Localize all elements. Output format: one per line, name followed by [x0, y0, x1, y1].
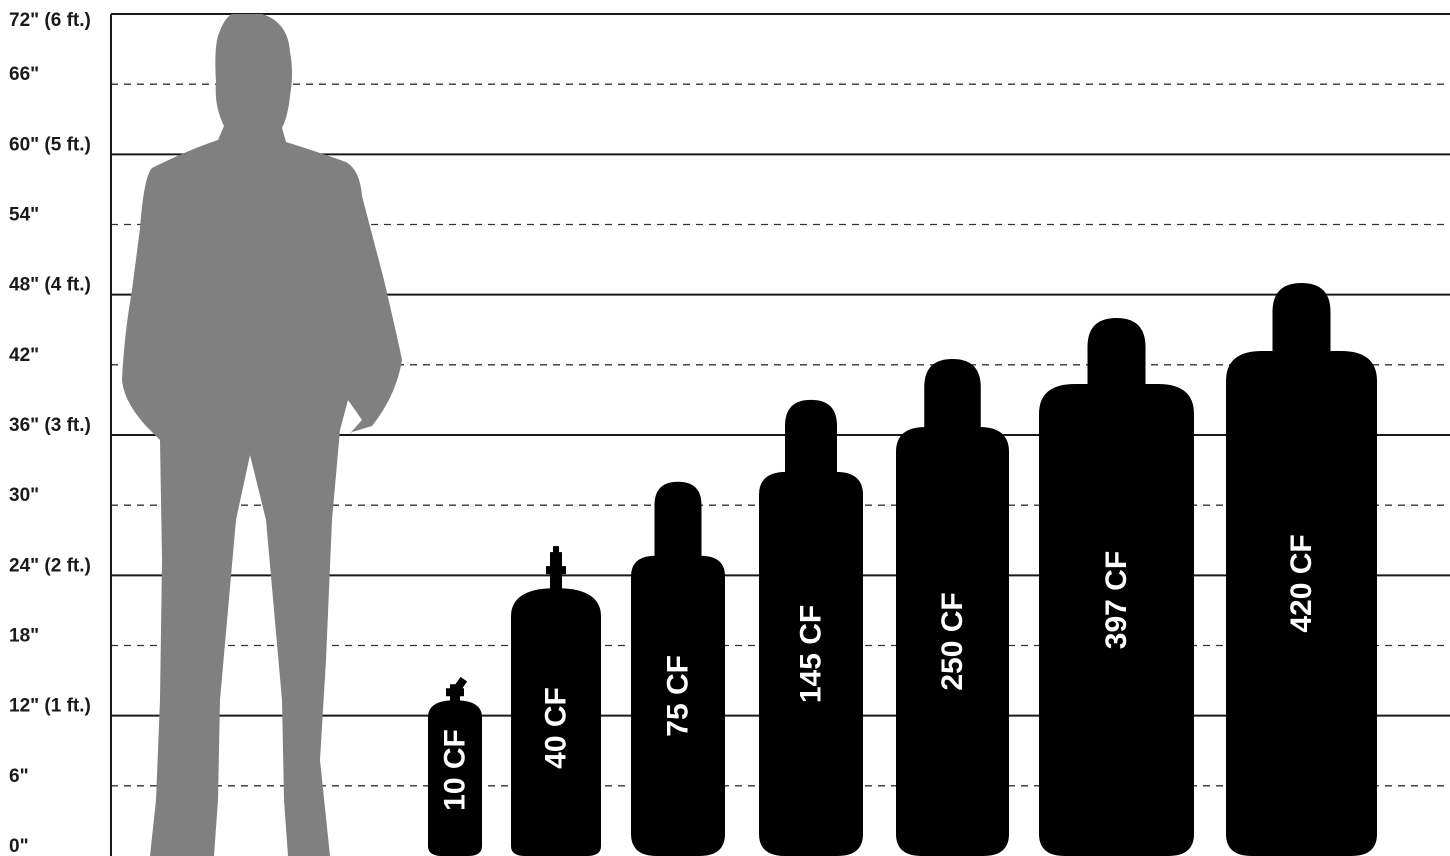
y-tick-label: 42"	[9, 345, 39, 366]
cylinder-body	[428, 700, 482, 856]
human-silhouette	[122, 14, 402, 856]
cylinder-cap	[1272, 282, 1331, 355]
y-tick-label: 0"	[9, 836, 29, 856]
cylinder-cap	[924, 358, 981, 431]
y-axis-ticks: 72" (6 ft.) 66" 60" (5 ft.) 54" 48" (4 ft.) 4…	[9, 10, 91, 856]
cylinder-cap	[1087, 318, 1146, 389]
cylinder-valve-tip	[454, 676, 468, 690]
cylinder-label: 10 CF	[439, 729, 472, 811]
y-tick-label: 6"	[9, 766, 29, 787]
y-tick-label: 36" (3 ft.)	[9, 415, 91, 436]
y-tick-label: 72" (6 ft.)	[9, 10, 91, 31]
cylinder-label: 420 CF	[1285, 534, 1318, 632]
cylinder-cap	[785, 399, 837, 476]
y-tick-label: 48" (4 ft.)	[9, 275, 91, 296]
cylinder-label: 250 CF	[936, 592, 969, 690]
y-tick-label: 60" (5 ft.)	[9, 134, 91, 155]
cylinder-body	[1226, 350, 1377, 856]
y-tick-label: 12" (1 ft.)	[9, 696, 91, 717]
cylinder-valve-handle	[546, 566, 566, 575]
person-layer	[122, 14, 402, 856]
cylinder-label: 75 CF	[662, 655, 695, 737]
cylinder-valve-tip	[553, 546, 559, 557]
y-tick-label: 30"	[9, 485, 39, 506]
cylinder-label: 40 CF	[540, 687, 573, 769]
cylinder-valve-handle	[446, 688, 464, 697]
y-tick-label: 18"	[9, 626, 39, 647]
cylinder-label: 145 CF	[795, 605, 828, 703]
cylinder-body	[511, 588, 601, 856]
cylinder-cap	[654, 481, 702, 560]
cylinder-body	[1039, 384, 1194, 856]
cylinders: 10 CF 40 CF 75 CF 145 CF 250 CF 397 CF 420 CF	[428, 282, 1377, 856]
y-tick-label: 24" (2 ft.)	[9, 555, 91, 576]
cylinder-body	[631, 555, 725, 856]
y-tick-label: 66"	[9, 64, 39, 85]
cylinder-label: 397 CF	[1100, 551, 1133, 649]
cylinder-body	[759, 471, 863, 856]
y-tick-label: 54"	[9, 205, 39, 226]
cylinder-body	[896, 426, 1009, 856]
